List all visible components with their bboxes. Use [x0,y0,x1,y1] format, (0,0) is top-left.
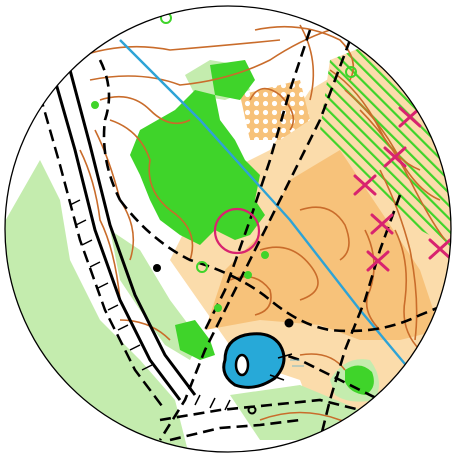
pond [222,332,293,389]
marsh [290,359,304,367]
map-frame [4,5,452,453]
control-circle [213,207,261,255]
boulders [153,264,294,415]
railway [38,69,197,411]
cliff-ticks [69,199,231,411]
small-knolls [91,12,357,312]
forbidden-crosses [353,106,451,272]
contour-lines [69,24,446,426]
tracks [98,29,451,442]
green-vegetation-dark [130,60,374,395]
